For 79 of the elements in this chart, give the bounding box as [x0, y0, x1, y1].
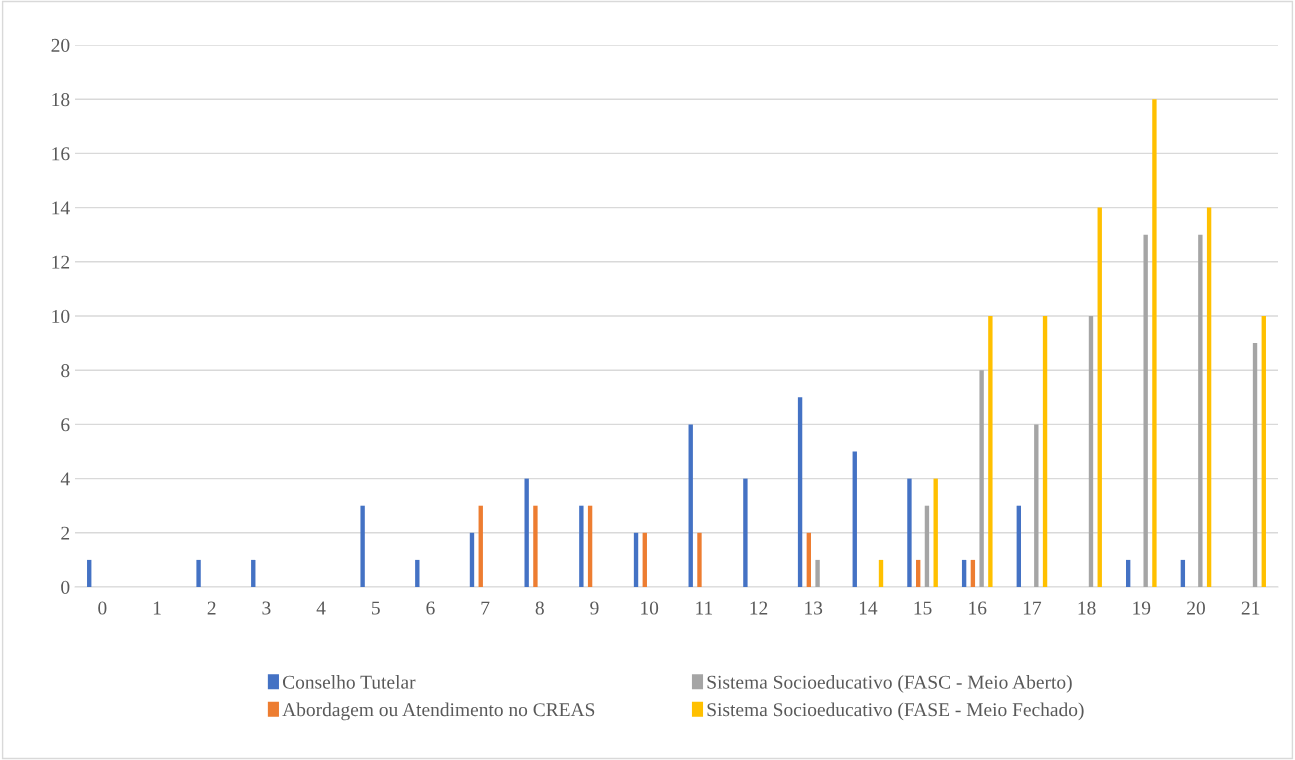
bar [815, 559, 820, 587]
x-tick-label: 20 [1187, 601, 1205, 615]
y-tick-label: 0 [61, 580, 70, 594]
legend-label: Sistema Socioeducativo (FASE - Meio Fechado) [707, 702, 1084, 721]
x-tick-label: 7 [481, 601, 490, 615]
bar [970, 559, 976, 587]
legend-label: Abordagem ou Atendimento no CREAS [282, 702, 595, 721]
bar [1198, 234, 1203, 587]
bar [933, 478, 938, 587]
bar [87, 559, 92, 587]
x-tick-label: 6 [426, 601, 435, 615]
y-tick-label: 4 [60, 472, 70, 486]
x-tick-label: 21 [1241, 601, 1260, 615]
x-tick-label: 11 [696, 601, 713, 615]
bar [697, 532, 702, 587]
bar [524, 478, 529, 587]
bar [979, 370, 984, 587]
y-tick-label: 16 [52, 147, 70, 161]
y-tick-label: 20 [51, 38, 70, 52]
x-tick-label: 9 [590, 601, 599, 615]
bar [1252, 343, 1258, 587]
x-tick-label: 17 [1023, 601, 1042, 615]
bar [1143, 234, 1148, 587]
y-tick-label: 18 [52, 93, 70, 107]
y-tick-label: 14 [52, 201, 70, 215]
x-tick-label: 16 [969, 601, 987, 615]
bar [1088, 316, 1094, 587]
bar [533, 505, 538, 587]
bar [360, 505, 365, 587]
bar [642, 532, 647, 587]
x-tick-label: 19 [1133, 601, 1151, 615]
x-tick-label: 14 [859, 601, 878, 615]
bar [907, 478, 912, 587]
bar [478, 505, 483, 587]
bar [1152, 99, 1157, 587]
bar [743, 478, 748, 587]
bar [469, 532, 475, 587]
bar [961, 559, 967, 587]
y-tick-label: 10 [52, 309, 70, 323]
bar [579, 505, 584, 587]
bar [1180, 559, 1186, 587]
x-tick-label: 2 [207, 601, 216, 615]
x-tick-label: 8 [535, 601, 544, 615]
bar [878, 559, 884, 587]
x-tick-label: 10 [641, 601, 659, 615]
x-tick-label: 12 [750, 601, 768, 615]
bar [415, 559, 420, 587]
bar [196, 559, 201, 587]
bar [852, 451, 857, 587]
bar [587, 505, 593, 587]
bar [688, 424, 693, 587]
bar [1097, 207, 1102, 587]
x-tick-label: 3 [262, 601, 271, 615]
x-tick-label: 13 [805, 601, 823, 615]
bar [1016, 505, 1021, 587]
bar [806, 532, 812, 587]
bar [251, 559, 256, 587]
bar [1206, 207, 1212, 587]
x-tick-label: 1 [153, 601, 161, 615]
bar [1034, 424, 1039, 587]
y-tick-label: 2 [61, 526, 70, 540]
bar [1125, 559, 1131, 587]
bar [916, 559, 921, 587]
x-tick-label: 5 [372, 601, 380, 615]
bar [988, 316, 993, 587]
bar [797, 397, 803, 587]
x-tick-label: 18 [1078, 601, 1096, 615]
y-tick-label: 8 [61, 364, 70, 378]
bar [633, 532, 639, 587]
y-tick-label: 12 [52, 255, 70, 269]
legend-label: Conselho Tutelar [282, 675, 416, 689]
x-tick-label: 0 [98, 601, 107, 615]
x-tick-label: 15 [914, 601, 932, 615]
x-tick-label: 4 [316, 601, 326, 615]
bar [1261, 316, 1266, 587]
bar [1042, 316, 1048, 587]
y-tick-label: 6 [61, 418, 70, 432]
legend-label: Sistema Socioeducativo (FASC - Meio Aberto) [707, 675, 1072, 693]
bar [924, 505, 930, 587]
